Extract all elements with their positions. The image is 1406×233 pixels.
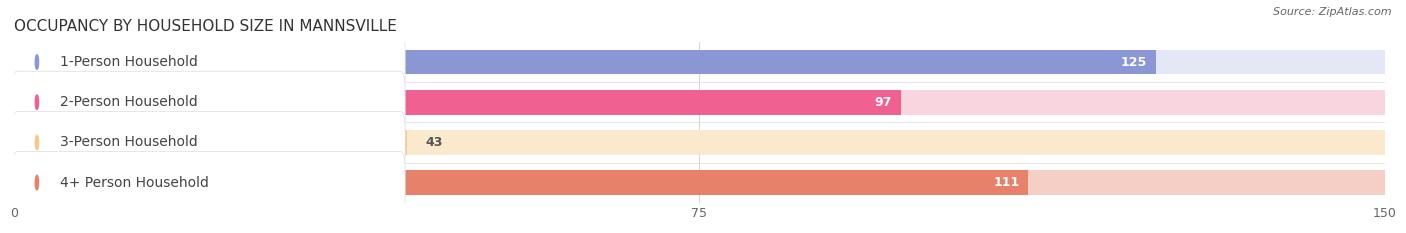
Text: 97: 97 — [875, 96, 891, 109]
Circle shape — [35, 135, 38, 150]
FancyBboxPatch shape — [13, 71, 405, 133]
Text: 1-Person Household: 1-Person Household — [60, 55, 198, 69]
Circle shape — [35, 175, 38, 190]
Bar — [14, 90, 1385, 115]
Bar — [14, 170, 1029, 195]
FancyBboxPatch shape — [13, 31, 405, 93]
Bar — [14, 50, 1157, 75]
Bar — [14, 170, 1385, 195]
FancyBboxPatch shape — [13, 152, 405, 214]
Circle shape — [35, 55, 38, 69]
Text: 111: 111 — [993, 176, 1019, 189]
Circle shape — [35, 95, 38, 110]
FancyBboxPatch shape — [13, 111, 405, 173]
Bar — [14, 50, 1385, 75]
Bar — [14, 90, 901, 115]
Text: 2-Person Household: 2-Person Household — [60, 95, 197, 109]
Text: 43: 43 — [426, 136, 443, 149]
Text: 125: 125 — [1121, 55, 1147, 69]
Text: OCCUPANCY BY HOUSEHOLD SIZE IN MANNSVILLE: OCCUPANCY BY HOUSEHOLD SIZE IN MANNSVILL… — [14, 19, 396, 34]
Bar — [14, 130, 1385, 155]
Text: 4+ Person Household: 4+ Person Household — [60, 176, 208, 190]
Text: 3-Person Household: 3-Person Household — [60, 135, 197, 149]
Bar — [14, 130, 408, 155]
Text: Source: ZipAtlas.com: Source: ZipAtlas.com — [1274, 7, 1392, 17]
